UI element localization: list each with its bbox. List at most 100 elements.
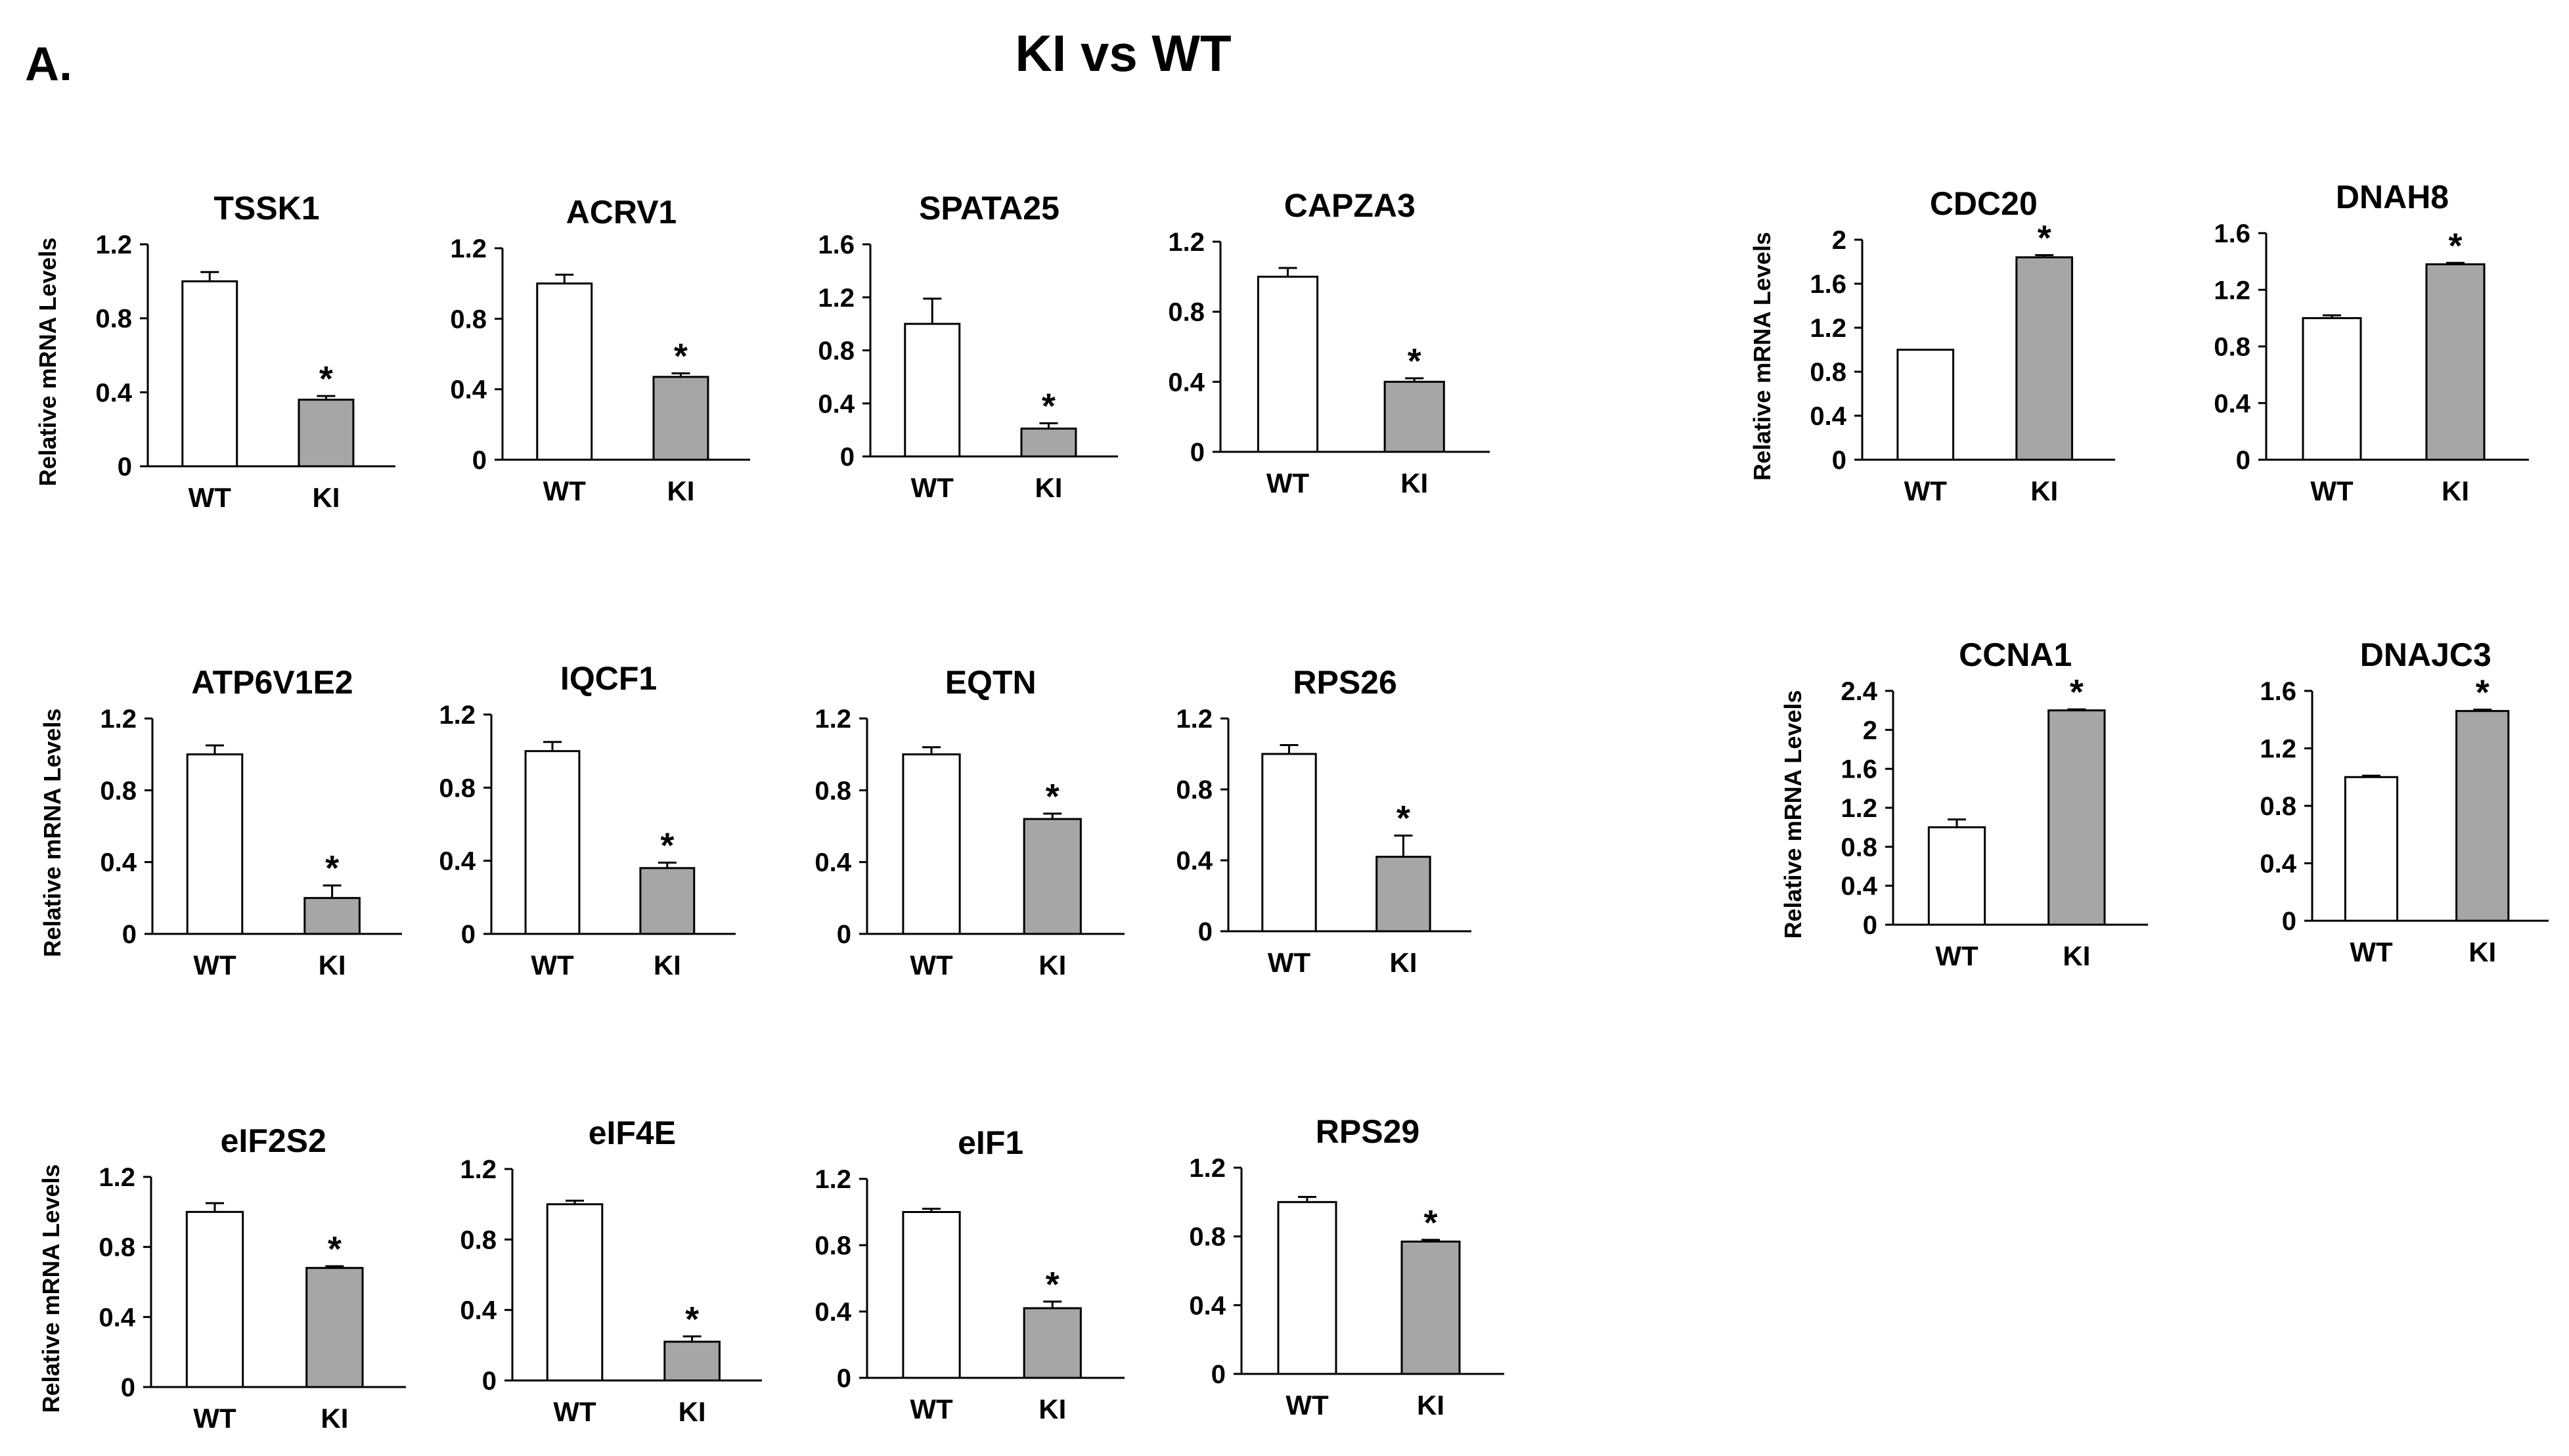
x-category-label: WT — [553, 1396, 596, 1427]
bar-wt — [524, 750, 581, 935]
y-tick-label: 1.6 — [1841, 755, 1877, 784]
x-category-label: WT — [1266, 468, 1310, 498]
chart-atp6v1e2: ATP6V1E2 Relative mRNA Levels 0 0.4 0.8 1.2 WT… — [39, 664, 402, 981]
bar-wt — [536, 282, 593, 461]
y-tick-label: 0.4 — [2214, 389, 2250, 418]
bar-ki — [663, 1340, 721, 1382]
y-tick-label: 0 — [837, 1364, 851, 1393]
chart-dnajc3: DNAJC3 0 0.4 0.8 1.2 1.6 WT * KI — [2260, 636, 2549, 967]
significance-marker: * — [660, 826, 674, 865]
x-category-label: KI — [654, 950, 681, 981]
y-tick-label: 1.6 — [818, 231, 855, 259]
x-category-label: KI — [2468, 937, 2496, 967]
y-tick-label: 0.8 — [2260, 792, 2296, 821]
significance-marker: * — [2038, 218, 2051, 257]
y-tick-label: 0.4 — [2260, 850, 2296, 879]
x-category-label: WT — [2350, 937, 2393, 967]
y-tick-label: 0.4 — [1189, 1291, 1226, 1320]
bar-wt — [2344, 776, 2399, 922]
bar-wt — [1277, 1201, 1337, 1375]
bar-ki — [298, 399, 355, 468]
charts-container: TSSK1 Relative mRNA Levels 0 0.4 0.8 1.2 WT * KI… — [34, 179, 2549, 1434]
y-tick-label: 0.8 — [95, 305, 132, 334]
x-category-label: KI — [312, 482, 340, 513]
chart-eif2s2: eIF2S2 Relative mRNA Levels 0 0.4 0.8 1.2 WT * K… — [37, 1122, 406, 1434]
y-tick-label: 1.6 — [2214, 219, 2250, 248]
bar-wt — [1896, 349, 1955, 461]
significance-marker: * — [685, 1300, 699, 1339]
chart-title: eIF2S2 — [221, 1122, 326, 1159]
x-category-label: WT — [193, 950, 236, 981]
x-category-label: KI — [2030, 475, 2058, 506]
bar-wt — [185, 1210, 244, 1388]
y-tick-label: 0.4 — [439, 847, 476, 876]
y-tick-label: 0.4 — [815, 1298, 851, 1327]
y-tick-label: 1.2 — [2214, 276, 2250, 305]
x-category-label: KI — [679, 1396, 706, 1427]
y-tick-label: 0.4 — [1176, 847, 1213, 875]
bar-ki — [1400, 1241, 1461, 1375]
bar-ki — [1020, 428, 1077, 458]
y-tick-label: 0.4 — [100, 849, 137, 877]
bar-ki — [2425, 263, 2486, 461]
y-tick-label: 1.2 — [2260, 735, 2296, 764]
y-axis-label: Relative mRNA Levels — [1779, 690, 1806, 939]
bar-wt — [1927, 826, 1986, 926]
y-tick-label: 0.8 — [818, 337, 855, 366]
y-tick-label: 1.2 — [1189, 1154, 1226, 1183]
y-tick-label: 0 — [122, 920, 137, 949]
significance-marker: * — [1046, 777, 1060, 816]
y-tick-label: 0 — [1832, 446, 1846, 475]
x-category-label: WT — [189, 482, 232, 513]
y-tick-label: 0 — [121, 1373, 135, 1402]
bar-ki — [1023, 818, 1082, 935]
bar-ki — [305, 1267, 364, 1388]
bar-wt — [2302, 317, 2362, 461]
chart-title: DNAJC3 — [2360, 636, 2491, 673]
x-category-label: WT — [910, 950, 953, 981]
x-category-label: WT — [910, 1394, 953, 1424]
y-tick-label: 0 — [2282, 907, 2296, 936]
chart-title: ACRV1 — [566, 194, 677, 231]
chart-eif4e: eIF4E 0 0.4 0.8 1.2 WT * KI — [460, 1114, 762, 1427]
chart-title: CAPZA3 — [1284, 187, 1416, 224]
chart-title: RPS29 — [1316, 1113, 1419, 1150]
chart-title: CDC20 — [1930, 185, 2038, 222]
chart-title: eIF1 — [958, 1124, 1023, 1161]
x-category-label: WT — [1268, 947, 1311, 978]
y-tick-label: 0.4 — [1168, 368, 1205, 397]
y-tick-label: 0.8 — [99, 1233, 135, 1262]
significance-marker: * — [1396, 799, 1410, 838]
y-tick-label: 0.4 — [815, 849, 851, 877]
chart-iqcf1: IQCF1 0 0.4 0.8 1.2 WT * KI — [439, 660, 736, 981]
y-tick-label: 0.4 — [99, 1303, 135, 1332]
chart-title: CCNA1 — [1959, 636, 2072, 673]
chart-spata25: SPATA25 0 0.4 0.8 1.2 1.6 WT * KI — [818, 190, 1118, 503]
y-tick-label: 1.2 — [1176, 705, 1213, 734]
significance-marker: * — [1408, 342, 1421, 381]
chart-title: RPS26 — [1293, 664, 1396, 701]
x-category-label: KI — [319, 950, 346, 981]
chart-eif1: eIF1 0 0.4 0.8 1.2 WT * KI — [815, 1124, 1125, 1424]
bar-ki — [652, 376, 709, 461]
bar-ki — [639, 867, 696, 935]
y-tick-label: 1.2 — [460, 1155, 497, 1184]
bar-wt — [1257, 275, 1319, 453]
x-category-label: KI — [1039, 950, 1066, 981]
y-tick-label: 0 — [482, 1367, 497, 1396]
y-tick-label: 0.8 — [1189, 1223, 1226, 1252]
y-tick-label: 1.2 — [100, 705, 137, 734]
x-category-label: WT — [531, 950, 574, 981]
significance-marker: * — [319, 359, 333, 399]
y-tick-label: 0 — [2236, 446, 2250, 475]
x-category-label: WT — [1935, 940, 1978, 971]
chart-title: EQTN — [945, 664, 1037, 701]
chart-dnah8: DNAH8 0 0.4 0.8 1.2 1.6 WT * KI — [2214, 179, 2529, 506]
y-tick-label: 0 — [1190, 438, 1205, 467]
chart-rps26: RPS26 0 0.4 0.8 1.2 WT * KI — [1176, 664, 1471, 978]
bar-wt — [186, 753, 244, 935]
chart-rps29: RPS29 0 0.4 0.8 1.2 WT * KI — [1189, 1113, 1504, 1421]
y-tick-label: 1.2 — [815, 1165, 851, 1194]
y-tick-label: 1.2 — [818, 284, 855, 313]
bar-wt — [1261, 753, 1317, 933]
